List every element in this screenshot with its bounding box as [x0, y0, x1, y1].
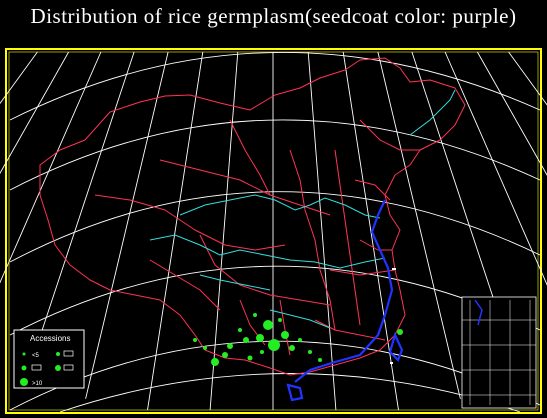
legend-label-box	[31, 364, 42, 371]
legend-label-box	[63, 350, 74, 357]
inset-grid	[462, 300, 536, 405]
yellow-river	[179, 194, 381, 219]
latitude-line	[9, 265, 541, 336]
yangtze-river	[149, 234, 386, 269]
accession-points	[193, 313, 403, 366]
map-frame	[5, 48, 542, 414]
legend-marker	[56, 352, 60, 356]
rivers	[149, 89, 456, 329]
tributary	[199, 274, 271, 291]
borders	[39, 57, 466, 376]
accession-point	[238, 328, 242, 332]
legend-label-box	[63, 364, 74, 371]
latitude-line	[59, 373, 521, 413]
meridian-line	[24, 51, 135, 383]
meridian-line	[147, 51, 204, 411]
accession-point	[211, 358, 219, 366]
accession-point	[256, 334, 264, 342]
accession-point	[281, 331, 289, 339]
legend-marker	[22, 352, 26, 356]
taiwan-island	[388, 331, 404, 362]
meridian-line	[0, 51, 69, 175]
accession-point	[193, 338, 197, 342]
accession-point	[318, 358, 322, 362]
city-marker	[392, 268, 396, 270]
meridian-line	[508, 51, 547, 106]
meridian-line	[0, 51, 38, 105]
latitude-line	[9, 52, 541, 121]
inset-map	[461, 296, 537, 409]
accession-point	[278, 318, 282, 322]
meridian-line	[377, 51, 461, 399]
accession-point	[203, 346, 207, 350]
coast-line	[294, 199, 394, 383]
legend-label: >10	[32, 381, 43, 387]
accession-point	[298, 338, 302, 342]
national-border	[39, 57, 466, 376]
province-border	[199, 234, 331, 306]
coastal-markers	[390, 268, 396, 364]
accession-point	[308, 350, 312, 354]
tributary	[269, 309, 331, 329]
meridian-line	[209, 51, 239, 411]
map-title: Distribution of rice germplasm(seedcoat …	[30, 4, 517, 28]
province-border	[229, 119, 271, 196]
accession-point	[397, 329, 403, 335]
province-border	[279, 299, 291, 356]
province-border	[334, 149, 361, 326]
latitude-line	[9, 191, 541, 263]
accession-point	[222, 352, 228, 358]
coastline	[286, 199, 404, 402]
inset-coast	[474, 299, 483, 326]
legend: Accessions <5 >10	[13, 329, 85, 389]
meridian-line	[307, 51, 337, 411]
inset-frame	[461, 296, 537, 409]
meridian-line	[477, 51, 547, 176]
legend-marker	[55, 365, 61, 371]
legend-marker	[21, 365, 27, 371]
province-border	[289, 149, 336, 331]
city-marker	[390, 362, 393, 364]
accession-point	[227, 343, 233, 349]
province-border	[359, 239, 392, 251]
province-border	[94, 194, 286, 251]
legend-marker	[20, 378, 28, 386]
legend-frame	[13, 329, 85, 389]
meridian-line	[342, 51, 399, 411]
accession-point	[263, 320, 273, 330]
legend-label: <5	[32, 353, 40, 359]
accession-point	[268, 339, 280, 351]
latitude-line	[9, 340, 541, 411]
tributary	[409, 89, 456, 136]
map-inner-frame	[8, 51, 539, 411]
province-border	[149, 259, 221, 311]
province-border	[314, 319, 386, 341]
accession-point	[260, 350, 264, 354]
province-border	[354, 179, 391, 201]
accession-point	[247, 355, 253, 361]
accession-point	[243, 337, 249, 343]
legend-title: Accessions	[30, 334, 70, 343]
latitude-line	[9, 119, 541, 191]
hainan-island	[286, 383, 304, 402]
meridian-line	[85, 51, 169, 399]
province-border	[359, 119, 420, 151]
accession-point	[253, 313, 257, 317]
province-border	[329, 269, 396, 276]
accession-point	[289, 345, 295, 351]
meridian-line	[444, 51, 547, 286]
graticule	[9, 52, 541, 413]
meridian-line	[0, 51, 102, 284]
